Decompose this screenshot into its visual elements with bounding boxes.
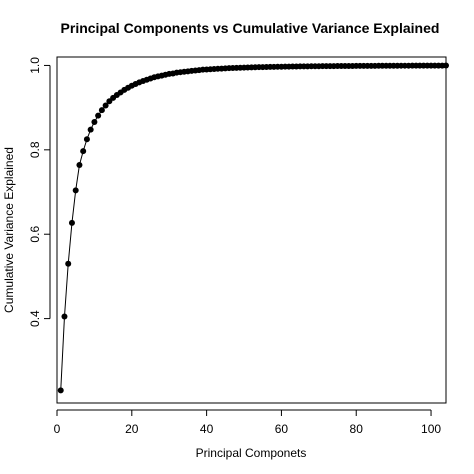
y-axis-label: Cumulative Variance Explained	[2, 147, 16, 313]
y-tick-label: 0.8	[28, 141, 42, 158]
x-tick-label: 80	[350, 422, 364, 436]
x-tick-label: 40	[200, 422, 214, 436]
data-point	[443, 62, 449, 69]
data-point	[83, 136, 90, 143]
data-point	[57, 387, 64, 394]
data-point	[65, 260, 72, 267]
data-point	[102, 102, 109, 109]
data-point	[95, 112, 102, 119]
data-point	[80, 148, 87, 155]
x-tick-label: 100	[421, 422, 441, 436]
data-point	[72, 187, 79, 194]
chart-title: Principal Components vs Cumulative Varia…	[61, 20, 440, 36]
x-tick-label: 0	[54, 422, 61, 436]
data-point	[98, 107, 105, 114]
data-point	[76, 162, 83, 169]
y-tick-label: 0.4	[28, 310, 42, 327]
x-tick-label: 60	[275, 422, 289, 436]
data-point	[68, 219, 75, 226]
x-axis-label: Principal Componets	[196, 446, 307, 460]
y-tick-label: 0.6	[28, 226, 42, 243]
y-axis: 0.4 0.6 0.8 1.0	[28, 57, 51, 327]
data-point	[61, 313, 68, 320]
data-point	[91, 118, 98, 125]
plot-area-border	[56, 56, 447, 404]
y-tick-label: 1.0	[28, 57, 42, 74]
x-tick-label: 20	[125, 422, 139, 436]
x-axis: 0 20 40 60 80 100	[54, 409, 441, 436]
series-group	[57, 62, 449, 394]
series-line	[60, 65, 447, 391]
data-point	[87, 126, 94, 133]
